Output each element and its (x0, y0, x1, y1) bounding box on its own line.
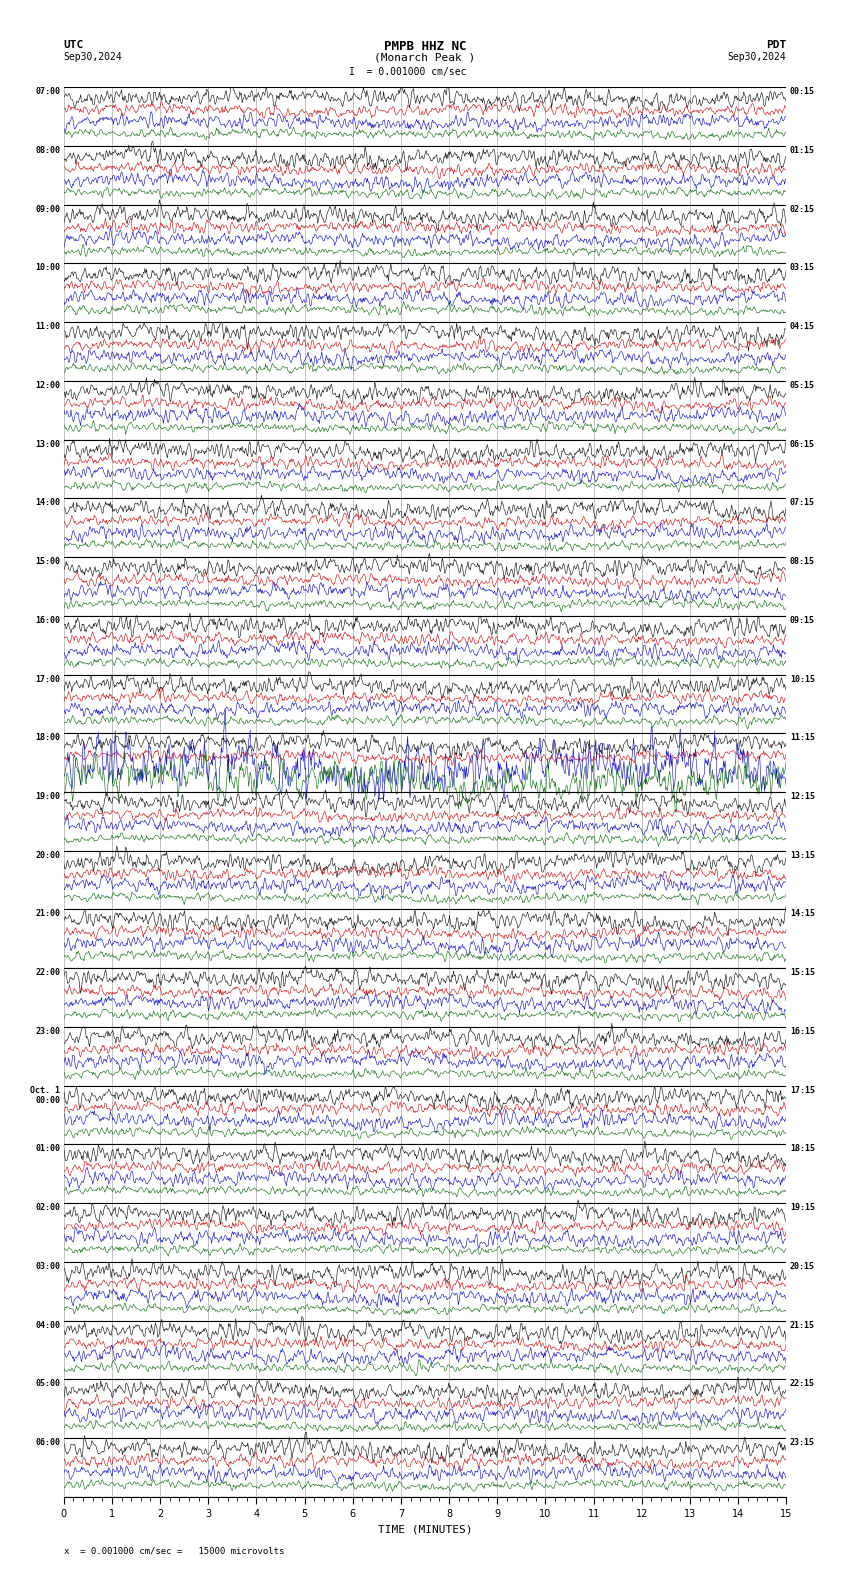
Text: 23:15: 23:15 (790, 1438, 815, 1448)
Text: 12:00: 12:00 (35, 380, 60, 390)
Text: 17:15: 17:15 (790, 1085, 815, 1095)
Text: Oct. 1
00:00: Oct. 1 00:00 (30, 1085, 60, 1106)
Text: Sep30,2024: Sep30,2024 (64, 52, 122, 62)
Text: PDT: PDT (766, 40, 786, 49)
Text: UTC: UTC (64, 40, 84, 49)
Text: 04:00: 04:00 (35, 1321, 60, 1329)
Text: 09:00: 09:00 (35, 204, 60, 214)
Text: PMPB HHZ NC: PMPB HHZ NC (383, 40, 467, 52)
Text: 05:00: 05:00 (35, 1380, 60, 1389)
Text: 19:00: 19:00 (35, 792, 60, 802)
Text: (Monarch Peak ): (Monarch Peak ) (374, 52, 476, 62)
Text: 01:15: 01:15 (790, 146, 815, 155)
Text: 00:15: 00:15 (790, 87, 815, 97)
Text: 16:00: 16:00 (35, 616, 60, 624)
Text: 13:00: 13:00 (35, 440, 60, 448)
Text: 12:15: 12:15 (790, 792, 815, 802)
Text: 17:00: 17:00 (35, 675, 60, 684)
Text: 13:15: 13:15 (790, 851, 815, 860)
Text: 08:00: 08:00 (35, 146, 60, 155)
Text: 01:00: 01:00 (35, 1144, 60, 1153)
Text: 16:15: 16:15 (790, 1026, 815, 1036)
Text: 11:15: 11:15 (790, 733, 815, 743)
Text: 06:00: 06:00 (35, 1438, 60, 1448)
Text: 02:00: 02:00 (35, 1204, 60, 1212)
Text: 14:00: 14:00 (35, 499, 60, 507)
Text: 10:15: 10:15 (790, 675, 815, 684)
Text: 22:00: 22:00 (35, 968, 60, 977)
Text: 07:00: 07:00 (35, 87, 60, 97)
Text: 09:15: 09:15 (790, 616, 815, 624)
Text: 02:15: 02:15 (790, 204, 815, 214)
Text: 18:15: 18:15 (790, 1144, 815, 1153)
Text: 03:00: 03:00 (35, 1262, 60, 1270)
Text: 04:15: 04:15 (790, 322, 815, 331)
X-axis label: TIME (MINUTES): TIME (MINUTES) (377, 1524, 473, 1535)
Text: 18:00: 18:00 (35, 733, 60, 743)
Text: Sep30,2024: Sep30,2024 (728, 52, 786, 62)
Text: 15:00: 15:00 (35, 558, 60, 565)
Text: 10:00: 10:00 (35, 263, 60, 272)
Text: 22:15: 22:15 (790, 1380, 815, 1389)
Text: 20:00: 20:00 (35, 851, 60, 860)
Text: 14:15: 14:15 (790, 909, 815, 919)
Text: 05:15: 05:15 (790, 380, 815, 390)
Text: 08:15: 08:15 (790, 558, 815, 565)
Text: 11:00: 11:00 (35, 322, 60, 331)
Text: 19:15: 19:15 (790, 1204, 815, 1212)
Text: 23:00: 23:00 (35, 1026, 60, 1036)
Text: I  = 0.001000 cm/sec: I = 0.001000 cm/sec (349, 67, 467, 76)
Text: 03:15: 03:15 (790, 263, 815, 272)
Text: 21:15: 21:15 (790, 1321, 815, 1329)
Text: 21:00: 21:00 (35, 909, 60, 919)
Text: x  = 0.001000 cm/sec =   15000 microvolts: x = 0.001000 cm/sec = 15000 microvolts (64, 1546, 284, 1555)
Text: 15:15: 15:15 (790, 968, 815, 977)
Text: 07:15: 07:15 (790, 499, 815, 507)
Text: 06:15: 06:15 (790, 440, 815, 448)
Text: 20:15: 20:15 (790, 1262, 815, 1270)
